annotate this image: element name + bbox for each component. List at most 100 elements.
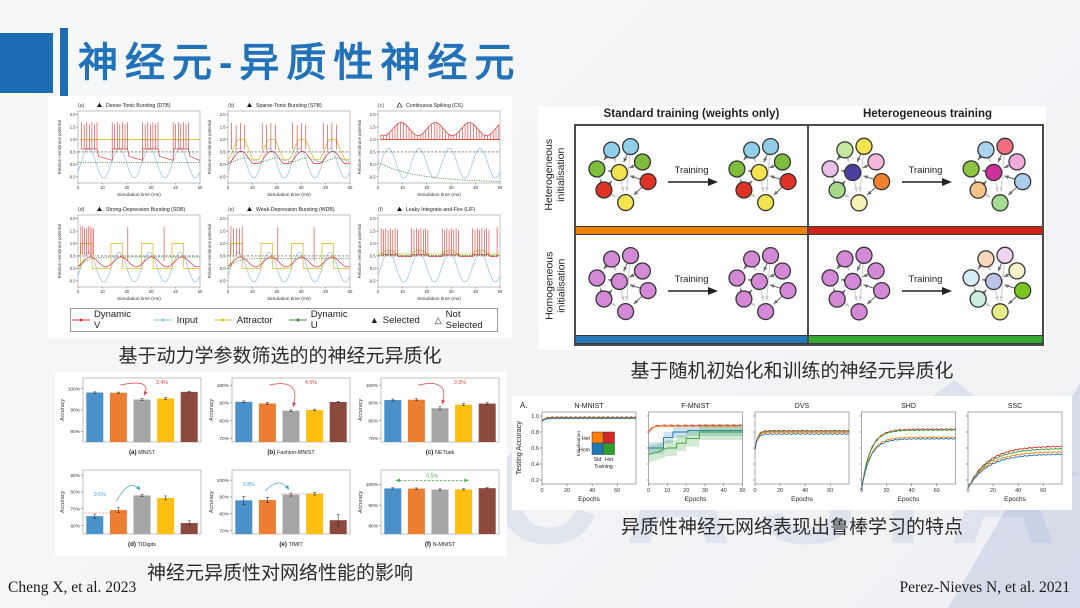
svg-text:40: 40 <box>173 185 178 190</box>
svg-text:0.0: 0.0 <box>220 266 226 271</box>
svg-text:20: 20 <box>124 289 129 294</box>
page-title: 神经元-异质性神经元 <box>78 41 522 85</box>
svg-text:1.0: 1.0 <box>70 241 76 246</box>
bar-panels-grid: 100% 90% 80% 3.4% Accuracy (a) MNIST 100% 90% 80… <box>55 372 507 556</box>
svg-text:DVS: DVS <box>795 403 810 410</box>
svg-text:80%: 80% <box>70 490 80 496</box>
svg-text:1.0: 1.0 <box>220 241 226 246</box>
svg-text:(c): (c) <box>378 103 384 109</box>
citation-left: Cheng X, et al. 2023 <box>8 579 137 596</box>
svg-text:2.0: 2.0 <box>370 216 376 221</box>
cell-hominit-std: Training <box>576 235 809 335</box>
cell-hominit-het: Training <box>809 235 1042 335</box>
svg-text:10: 10 <box>400 185 405 190</box>
svg-text:10: 10 <box>100 289 105 294</box>
svg-text:Accuracy: Accuracy <box>60 491 66 514</box>
svg-text:0: 0 <box>77 185 80 190</box>
svg-text:Initialisation: Initialisation <box>576 431 582 456</box>
svg-text:(d) TIDigits: (d) TIDigits <box>128 541 156 548</box>
svg-text:90%: 90% <box>219 495 229 501</box>
svg-text:Het: Het <box>582 436 591 442</box>
svg-text:Hom: Hom <box>579 448 590 454</box>
svg-text:3.3%: 3.3% <box>454 380 466 386</box>
cell-hetinit-het: Training <box>809 126 1042 226</box>
svg-text:Strong-Depression Bursting (SD: Strong-Depression Bursting (SDB) <box>106 207 186 213</box>
svg-text:40: 40 <box>721 488 727 494</box>
svg-text:9.5%: 9.5% <box>94 492 106 498</box>
dynamics-panel-LIF: 2.0 1.5 1.0 0.5 0.0 -0.5 0 10 20 30 40 50 Relative m… <box>357 206 503 302</box>
svg-text:0.5: 0.5 <box>70 149 76 154</box>
svg-text:Weak-Depression Bursting (WDB): Weak-Depression Bursting (WDB) <box>256 207 335 213</box>
svg-text:50: 50 <box>498 185 503 190</box>
svg-text:Epochs: Epochs <box>685 496 707 503</box>
citation-right: Perez-Nieves N, et al. 2021 <box>899 579 1070 596</box>
svg-text:2.0: 2.0 <box>70 216 76 221</box>
svg-text:90%: 90% <box>70 473 80 479</box>
svg-text:80%: 80% <box>219 511 229 517</box>
legend-item: Dynamic V <box>71 309 138 331</box>
title-accent-square <box>0 33 53 93</box>
svg-text:1.0: 1.0 <box>370 241 376 246</box>
svg-text:-0.5: -0.5 <box>368 174 376 179</box>
svg-text:1.0: 1.0 <box>370 137 376 142</box>
svg-text:1.5: 1.5 <box>70 229 76 234</box>
svg-text:Accuracy: Accuracy <box>358 491 364 514</box>
svg-text:Relative membrane potential: Relative membrane potential <box>207 120 212 175</box>
network-before <box>588 137 657 212</box>
bar-panel-NETtalk: 100% 90% 80% 70% 3.3% Accuracy (c) NETtalk <box>358 377 500 456</box>
network-grid: Training Training Training <box>574 124 1044 346</box>
svg-text:(f) N-MNIST: (f) N-MNIST <box>425 541 456 548</box>
network-before <box>821 246 891 321</box>
training-arrow: Training <box>898 274 954 297</box>
svg-text:Relative membrane potential: Relative membrane potential <box>57 120 62 175</box>
svg-text:100%: 100% <box>366 383 379 389</box>
svg-text:10: 10 <box>664 488 670 494</box>
dynamics-panel-STB: 2.0 1.5 1.0 0.5 0.0 -0.5 0 10 20 30 40 50 Relative m… <box>207 102 353 198</box>
legend-item: ▲ Selected <box>369 314 420 326</box>
svg-text:10: 10 <box>100 185 105 190</box>
svg-text:Relative membrane potential: Relative membrane potential <box>357 224 362 279</box>
row-bar-orange <box>576 226 809 235</box>
bar-panel-MNIST: 100% 90% 80% 3.4% Accuracy (a) MNIST <box>60 377 202 456</box>
svg-text:0.0: 0.0 <box>370 162 376 167</box>
column-header-standard-training: Standard training (weights only) <box>603 108 780 120</box>
dynamics-panel-WDB: 2.0 1.5 1.0 0.5 0.0 -0.5 0 10 20 30 40 50 Relative m… <box>207 206 353 302</box>
svg-text:0: 0 <box>227 289 230 294</box>
svg-text:1.5: 1.5 <box>70 125 76 130</box>
svg-text:90%: 90% <box>70 408 80 414</box>
svg-text:70%: 70% <box>219 528 229 534</box>
svg-text:1.0: 1.0 <box>531 414 539 420</box>
svg-text:20: 20 <box>274 289 279 294</box>
svg-text:(f): (f) <box>378 207 383 213</box>
column-header-heterogeneous-training: Heterogeneous training <box>862 108 993 120</box>
svg-text:40: 40 <box>802 488 808 494</box>
svg-text:30: 30 <box>149 185 154 190</box>
svg-text:Epochs: Epochs <box>791 496 813 503</box>
legend-item: Input <box>153 315 198 326</box>
svg-text:1.0: 1.0 <box>220 137 226 142</box>
bar-panel-TIDigits: 90% 80% 70% 60% 9.5% Accuracy (d) TIDigits <box>60 469 202 548</box>
svg-text:Testing Accuracy: Testing Accuracy <box>514 421 523 475</box>
svg-text:Simulation time (ms): Simulation time (ms) <box>417 192 461 198</box>
svg-text:20: 20 <box>274 185 279 190</box>
svg-text:2.0: 2.0 <box>220 112 226 117</box>
svg-text:50: 50 <box>348 289 353 294</box>
learning-curves-svg: A. Testing Accuracy N-MNIST 1.0 0.8 0.6 0.4 0.2… <box>514 401 1063 503</box>
svg-text:0.0: 0.0 <box>220 162 226 167</box>
svg-text:0.5%: 0.5% <box>426 473 438 479</box>
legend-item: Attractor <box>213 315 273 326</box>
svg-text:60: 60 <box>827 488 833 494</box>
svg-text:40: 40 <box>473 289 478 294</box>
svg-text:50: 50 <box>198 185 203 190</box>
svg-text:40: 40 <box>473 185 478 190</box>
network-training-figure: Standard training (weights only) Heterog… <box>538 106 1046 350</box>
svg-text:Sparse-Tonic Bursting (STB): Sparse-Tonic Bursting (STB) <box>256 103 322 109</box>
dynamics-panel-SDB: 2.0 1.5 1.0 0.5 0.0 -0.5 0 10 20 30 40 50 Relative m… <box>57 206 203 302</box>
svg-text:0: 0 <box>77 289 80 294</box>
svg-text:0: 0 <box>227 185 230 190</box>
svg-text:Simulation time (ms): Simulation time (ms) <box>117 192 161 198</box>
caption-curves: 异质性神经元网络表现出鲁棒学习的特点 <box>620 517 963 538</box>
svg-text:1.5: 1.5 <box>220 229 226 234</box>
svg-text:2.0: 2.0 <box>370 112 376 117</box>
